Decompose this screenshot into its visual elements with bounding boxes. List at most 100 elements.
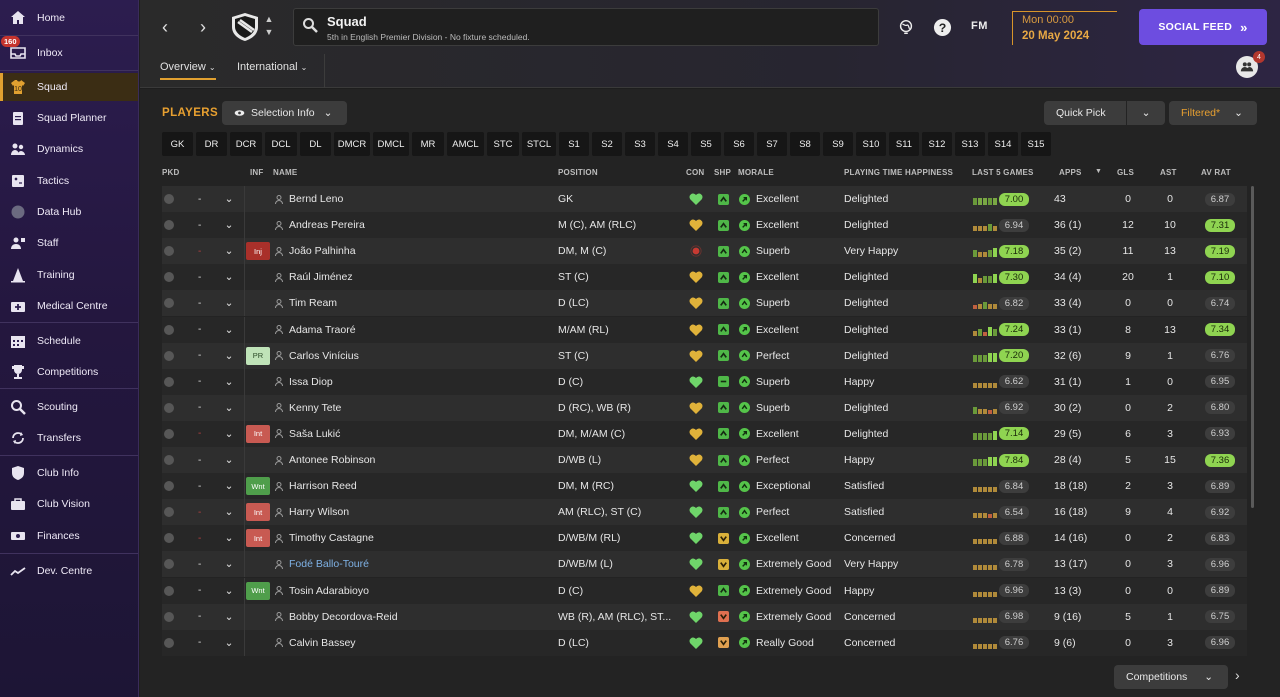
quick-pick-button[interactable]: Quick Pick <box>1044 101 1126 125</box>
player-name-cell[interactable]: Carlos Vinícius <box>275 343 545 369</box>
position-filter-s7[interactable]: S7 <box>757 132 787 156</box>
table-row[interactable]: - ⌄ Calvin Bassey D (LC) Really Good Concerne… <box>162 629 1247 656</box>
tab-international[interactable]: International ⌄ <box>237 61 307 73</box>
world-pin-button[interactable] <box>895 16 917 38</box>
sidebar-item-staff[interactable]: Staff <box>0 229 138 257</box>
chevron-down-icon[interactable]: ⌄ <box>224 349 234 362</box>
position-filter-s11[interactable]: S11 <box>889 132 919 156</box>
position-filter-s15[interactable]: S15 <box>1021 132 1051 156</box>
player-name[interactable]: Bernd Leno <box>289 193 344 205</box>
picked-indicator[interactable] <box>162 447 176 473</box>
table-row[interactable]: - ⌄ Issa Diop D (C) Superb Happy 6.62 31 (1) 1 0 6… <box>162 368 1247 395</box>
chevron-down-icon[interactable]: ⌄ <box>224 401 234 414</box>
picked-indicator[interactable] <box>162 238 176 264</box>
table-row[interactable]: - ⌄ Fodé Ballo-Touré D/WB/M (L) Extremely Go… <box>162 551 1247 578</box>
player-name-cell[interactable]: Antonee Robinson <box>275 447 545 473</box>
table-scrollbar[interactable] <box>1251 186 1254 508</box>
position-filter-dl[interactable]: DL <box>300 132 331 156</box>
info-badge[interactable]: Wnt <box>246 581 270 600</box>
fm-logo[interactable]: FM <box>971 20 988 32</box>
selection-status[interactable]: - <box>198 376 202 388</box>
chevron-down-icon[interactable]: ⌄ <box>224 323 234 336</box>
table-row[interactable]: - ⌄ PR Carlos Vinícius ST (C) Perfect Delighte… <box>162 342 1247 369</box>
position-filter-s1[interactable]: S1 <box>559 132 589 156</box>
col-position[interactable]: POSITION <box>558 168 598 177</box>
picked-indicator[interactable] <box>162 369 176 395</box>
picked-indicator[interactable] <box>162 604 176 630</box>
position-filter-s6[interactable]: S6 <box>724 132 754 156</box>
position-filter-s8[interactable]: S8 <box>790 132 820 156</box>
picked-indicator[interactable] <box>162 212 176 238</box>
competitions-dropdown[interactable]: Competitions ⌄ <box>1114 665 1228 689</box>
sidebar-item-dynamics[interactable]: Dynamics <box>0 135 138 163</box>
chevron-down-icon[interactable]: ⌄ <box>224 480 234 493</box>
player-name-cell[interactable]: Fodé Ballo-Touré <box>275 551 545 577</box>
player-name[interactable]: Calvin Bassey <box>289 636 356 649</box>
sidebar-item-transfers[interactable]: Transfers <box>0 424 138 452</box>
player-name[interactable]: Raúl Jiménez <box>289 271 353 284</box>
player-name-cell[interactable]: Raúl Jiménez <box>275 264 545 290</box>
chevron-down-icon[interactable]: ⌄ <box>224 454 234 466</box>
sidebar-item-tactics[interactable]: Tactics <box>0 167 138 195</box>
sidebar-item-scouting[interactable]: Scouting <box>0 393 138 421</box>
info-badge[interactable]: PR <box>246 346 270 365</box>
people-notifications-button[interactable]: 4 <box>1236 51 1265 78</box>
position-filter-dcr[interactable]: DCR <box>230 132 262 156</box>
position-filter-s13[interactable]: S13 <box>955 132 985 156</box>
col-name[interactable]: NAME <box>273 168 298 177</box>
position-filter-s14[interactable]: S14 <box>988 132 1018 156</box>
player-name-cell[interactable]: Tosin Adarabioyo <box>275 578 545 604</box>
sidebar-item-schedule[interactable]: Schedule <box>0 327 138 355</box>
table-row[interactable]: - ⌄ Wnt Tosin Adarabioyo D (C) Extremely Good… <box>162 577 1247 604</box>
player-name[interactable]: Andreas Pereira <box>289 219 365 232</box>
table-row[interactable]: - ⌄ Andreas Pereira M (C), AM (RLC) Excellen… <box>162 212 1247 239</box>
selection-info-dropdown[interactable]: Selection Info ⌄ <box>222 101 347 125</box>
chevron-down-icon[interactable]: ⌄ <box>224 427 234 440</box>
chevron-down-icon[interactable]: ⌄ <box>224 375 234 388</box>
position-filter-s3[interactable]: S3 <box>625 132 655 156</box>
table-row[interactable]: - ⌄ Wnt Harrison Reed DM, M (RC) Exceptional S… <box>162 473 1247 500</box>
screen-title-box[interactable]: Squad 5th in English Premier Division - … <box>293 8 879 46</box>
player-name[interactable]: Carlos Vinícius <box>289 349 359 362</box>
selection-status[interactable]: - <box>198 428 202 440</box>
sort-desc-icon[interactable]: ▼ <box>1095 168 1103 175</box>
player-name-cell[interactable]: Kenny Tete <box>275 395 545 421</box>
info-badge[interactable]: Wnt <box>246 477 270 496</box>
player-name[interactable]: João Palhinha <box>289 245 356 258</box>
position-filter-dr[interactable]: DR <box>196 132 227 156</box>
player-name[interactable]: Adama Traoré <box>289 323 356 336</box>
player-name-cell[interactable]: Saša Lukić <box>275 421 545 447</box>
game-date[interactable]: Mon 00:00 20 May 2024 <box>1012 11 1117 45</box>
player-name-cell[interactable]: Calvin Bassey <box>275 630 545 656</box>
position-filter-s2[interactable]: S2 <box>592 132 622 156</box>
chevron-down-icon[interactable]: ▼ <box>264 27 274 37</box>
club-crest-icon[interactable] <box>229 12 261 42</box>
filter-dropdown[interactable]: Filtered* ⌄ <box>1169 101 1257 125</box>
sidebar-item-finances[interactable]: Finances <box>0 522 138 550</box>
picked-indicator[interactable] <box>162 290 176 316</box>
player-name[interactable]: Saša Lukić <box>289 427 341 440</box>
position-filter-stcl[interactable]: STCL <box>522 132 556 156</box>
info-badge[interactable]: Int <box>246 424 270 443</box>
selection-status[interactable]: - <box>198 480 202 492</box>
player-name-cell[interactable]: João Palhinha <box>275 238 545 264</box>
player-name-cell[interactable]: Tim Ream <box>275 290 545 316</box>
back-button[interactable]: ‹ <box>152 14 178 40</box>
sidebar-item-training[interactable]: Training <box>0 261 138 289</box>
table-row[interactable]: - ⌄ Bobby Decordova-Reid WB (R), AM (RLC), … <box>162 603 1247 630</box>
tab-overview[interactable]: Overview ⌄ <box>160 61 216 80</box>
table-row[interactable]: - ⌄ Int Timothy Castagne D/WB/M (RL) Excellen… <box>162 525 1247 552</box>
player-name-cell[interactable]: Harry Wilson <box>275 499 545 525</box>
position-filter-amcl[interactable]: AMCL <box>447 132 484 156</box>
chevron-down-icon[interactable]: ⌄ <box>224 558 234 571</box>
player-name-cell[interactable]: Harrison Reed <box>275 473 545 499</box>
col-gls[interactable]: GLS <box>1117 168 1135 177</box>
info-badge[interactable]: Int <box>246 503 270 522</box>
table-row[interactable]: - ⌄ Int Harry Wilson AM (RLC), ST (C) Perfect… <box>162 499 1247 526</box>
picked-indicator[interactable] <box>162 264 176 290</box>
table-row[interactable]: - ⌄ Kenny Tete D (RC), WB (R) Superb Delighte… <box>162 394 1247 421</box>
col-apps[interactable]: APPS <box>1059 168 1082 177</box>
player-name[interactable]: Harry Wilson <box>289 506 350 519</box>
player-name-cell[interactable]: Timothy Castagne <box>275 525 545 551</box>
chevron-down-icon[interactable]: ⌄ <box>224 219 234 232</box>
